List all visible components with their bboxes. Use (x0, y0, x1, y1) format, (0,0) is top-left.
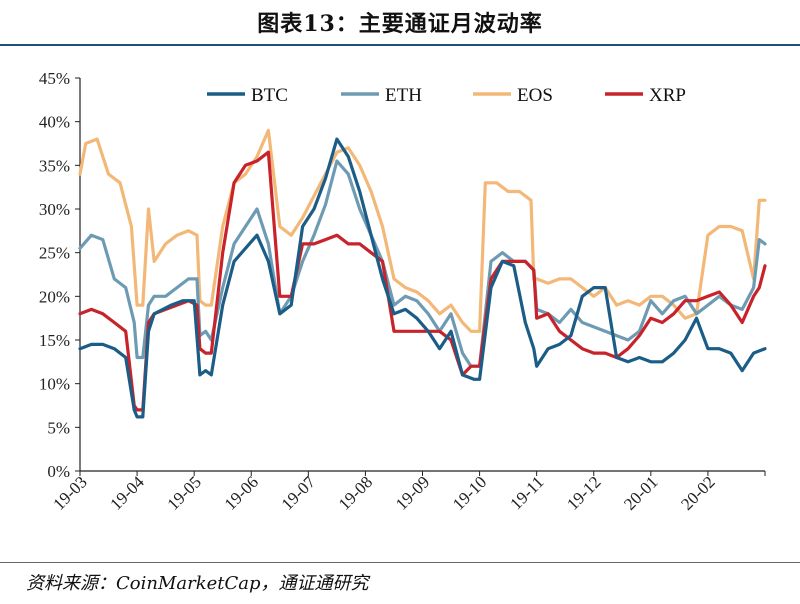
y-tick-label: 20% (39, 287, 70, 306)
series-line-btc (78, 137, 767, 419)
x-tick-label: 19-08 (335, 472, 376, 513)
x-tick-label: 19-06 (221, 472, 262, 513)
source-rule (0, 562, 800, 563)
y-tick-label: 15% (39, 331, 70, 350)
x-tick-label: 19-04 (106, 472, 148, 514)
x-tick-label: 19-11 (506, 472, 547, 513)
y-tick-label: 0% (47, 462, 70, 481)
chart-title: 图表13：主要通证月波动率 (257, 11, 543, 37)
x-tick-label: 19-12 (563, 472, 604, 513)
y-tick-label: 25% (39, 244, 70, 263)
x-tick-label: 19-10 (449, 472, 490, 513)
y-tick-label: 10% (39, 375, 70, 394)
x-tick-label: 20-02 (677, 472, 718, 513)
series-line-xrp (78, 150, 767, 412)
legend: BTC ETH EOS XRP (207, 85, 686, 106)
x-tick-label: 20-01 (620, 472, 661, 513)
y-tick-label: 45% (39, 69, 70, 88)
legend-label-btc: BTC (251, 85, 288, 106)
line-chart: 0%5%10%15%20%25%30%35%40%45%19-03 19-04 19… (39, 69, 767, 514)
y-tick-label: 30% (39, 200, 70, 219)
x-tick-label: 19-07 (278, 472, 320, 514)
legend-label-xrp: XRP (649, 85, 686, 106)
title-rule (0, 44, 800, 46)
y-tick-label: 35% (39, 156, 70, 175)
source-note: 资料来源：CoinMarketCap，通证通研究 (26, 573, 369, 594)
x-tick-label: 19-05 (164, 472, 205, 513)
legend-label-eos: EOS (517, 85, 553, 106)
axes: 0%5%10%15%20%25%30%35%40%45%19-03 19-04 19… (39, 69, 766, 514)
y-tick-label: 40% (39, 113, 70, 132)
series-layer (78, 128, 767, 419)
y-tick-label: 5% (47, 418, 70, 437)
series-line-eth (78, 159, 767, 368)
legend-label-eth: ETH (385, 85, 422, 106)
series-line-eos (78, 128, 767, 333)
x-tick-label: 19-09 (392, 472, 433, 513)
